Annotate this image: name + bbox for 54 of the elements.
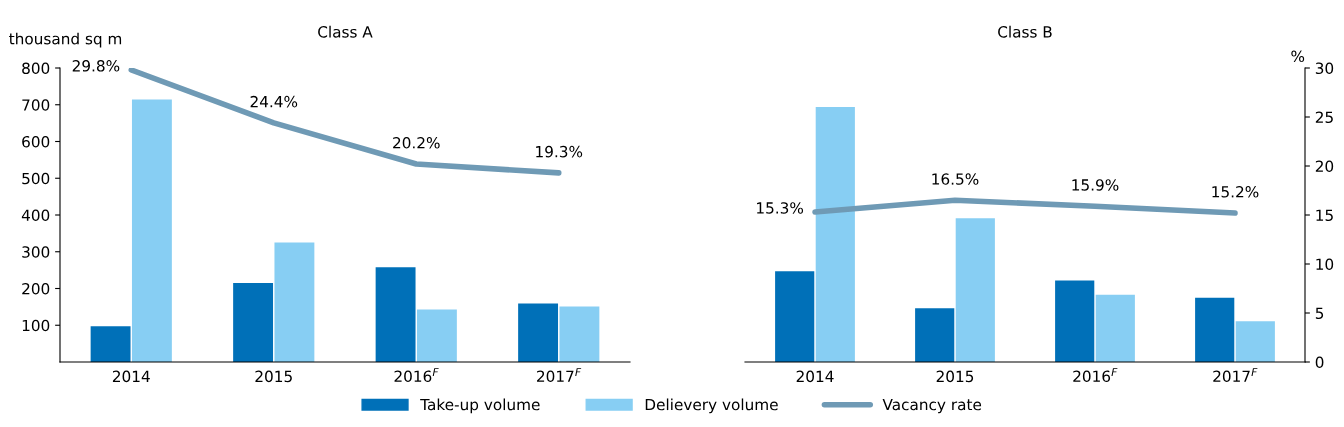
data-label: 15.9%: [1072, 179, 1119, 191]
y2-tick-label: 15: [1316, 209, 1333, 222]
x-tick-label: 2017$^{F}$: [537, 368, 582, 383]
bar: [815, 106, 855, 362]
y-tick-label: 400: [21, 209, 50, 222]
chart-title: Class B: [998, 25, 1052, 38]
y-tick-label: 100: [22, 319, 50, 332]
data-label: 24.4%: [250, 95, 298, 108]
legend-label: Vacancy rate: [882, 398, 982, 414]
y-tick-label: 200: [22, 282, 50, 295]
x-tick-label: 2014: [112, 370, 150, 383]
x-tick-label: 2015: [936, 370, 974, 383]
x-tick-label: 2015: [255, 370, 292, 383]
y-tick-label: 600: [22, 135, 50, 148]
bar: [90, 326, 131, 362]
x-tick-label: 2016$^{F}$: [1073, 368, 1118, 383]
bar: [915, 308, 955, 362]
x-tick-label: 2014: [796, 370, 834, 383]
bar: [1095, 294, 1135, 362]
y-tick-label: 500: [22, 172, 50, 185]
bar: [375, 267, 416, 362]
y-tick-label: 800: [22, 62, 50, 75]
y-tick-label: 300: [22, 246, 50, 258]
y2-axis-title: %: [1291, 50, 1305, 63]
bar: [274, 242, 315, 362]
y2-tick-label: 20: [1315, 160, 1334, 173]
bar: [1195, 297, 1235, 362]
bar: [518, 303, 559, 362]
bar: [559, 306, 600, 362]
bar: [955, 218, 995, 362]
legend-label: Delievery volume: [645, 398, 778, 414]
data-label: 20.2%: [393, 137, 440, 149]
bar: [1235, 321, 1275, 362]
y-axis-title: thousand sq m: [9, 32, 122, 48]
bar: [775, 271, 815, 362]
data-label: 29.8%: [72, 60, 120, 72]
legend-label: Take-up volume: [420, 398, 540, 414]
data-label: 15.2%: [1212, 186, 1259, 198]
y-tick-label: 700: [22, 99, 50, 111]
data-label: 19.3%: [536, 145, 583, 158]
data-label: 15.3%: [757, 202, 804, 214]
bar: [131, 99, 172, 362]
bar: [1055, 280, 1095, 362]
bar: [233, 282, 274, 362]
y2-tick-label: 0: [1315, 356, 1324, 369]
y2-tick-label: 10: [1316, 258, 1334, 271]
bar: [416, 309, 457, 362]
x-tick-label: 2016$^{F}$: [394, 368, 439, 383]
data-label: 16.5%: [932, 173, 979, 185]
x-tick-label: 2017$^{F}$: [1213, 368, 1258, 383]
y2-tick-label: 25: [1315, 111, 1333, 124]
y2-tick-label: 30: [1315, 62, 1334, 75]
y2-tick-label: 5: [1315, 307, 1324, 320]
chart-title: Class A: [318, 25, 373, 38]
